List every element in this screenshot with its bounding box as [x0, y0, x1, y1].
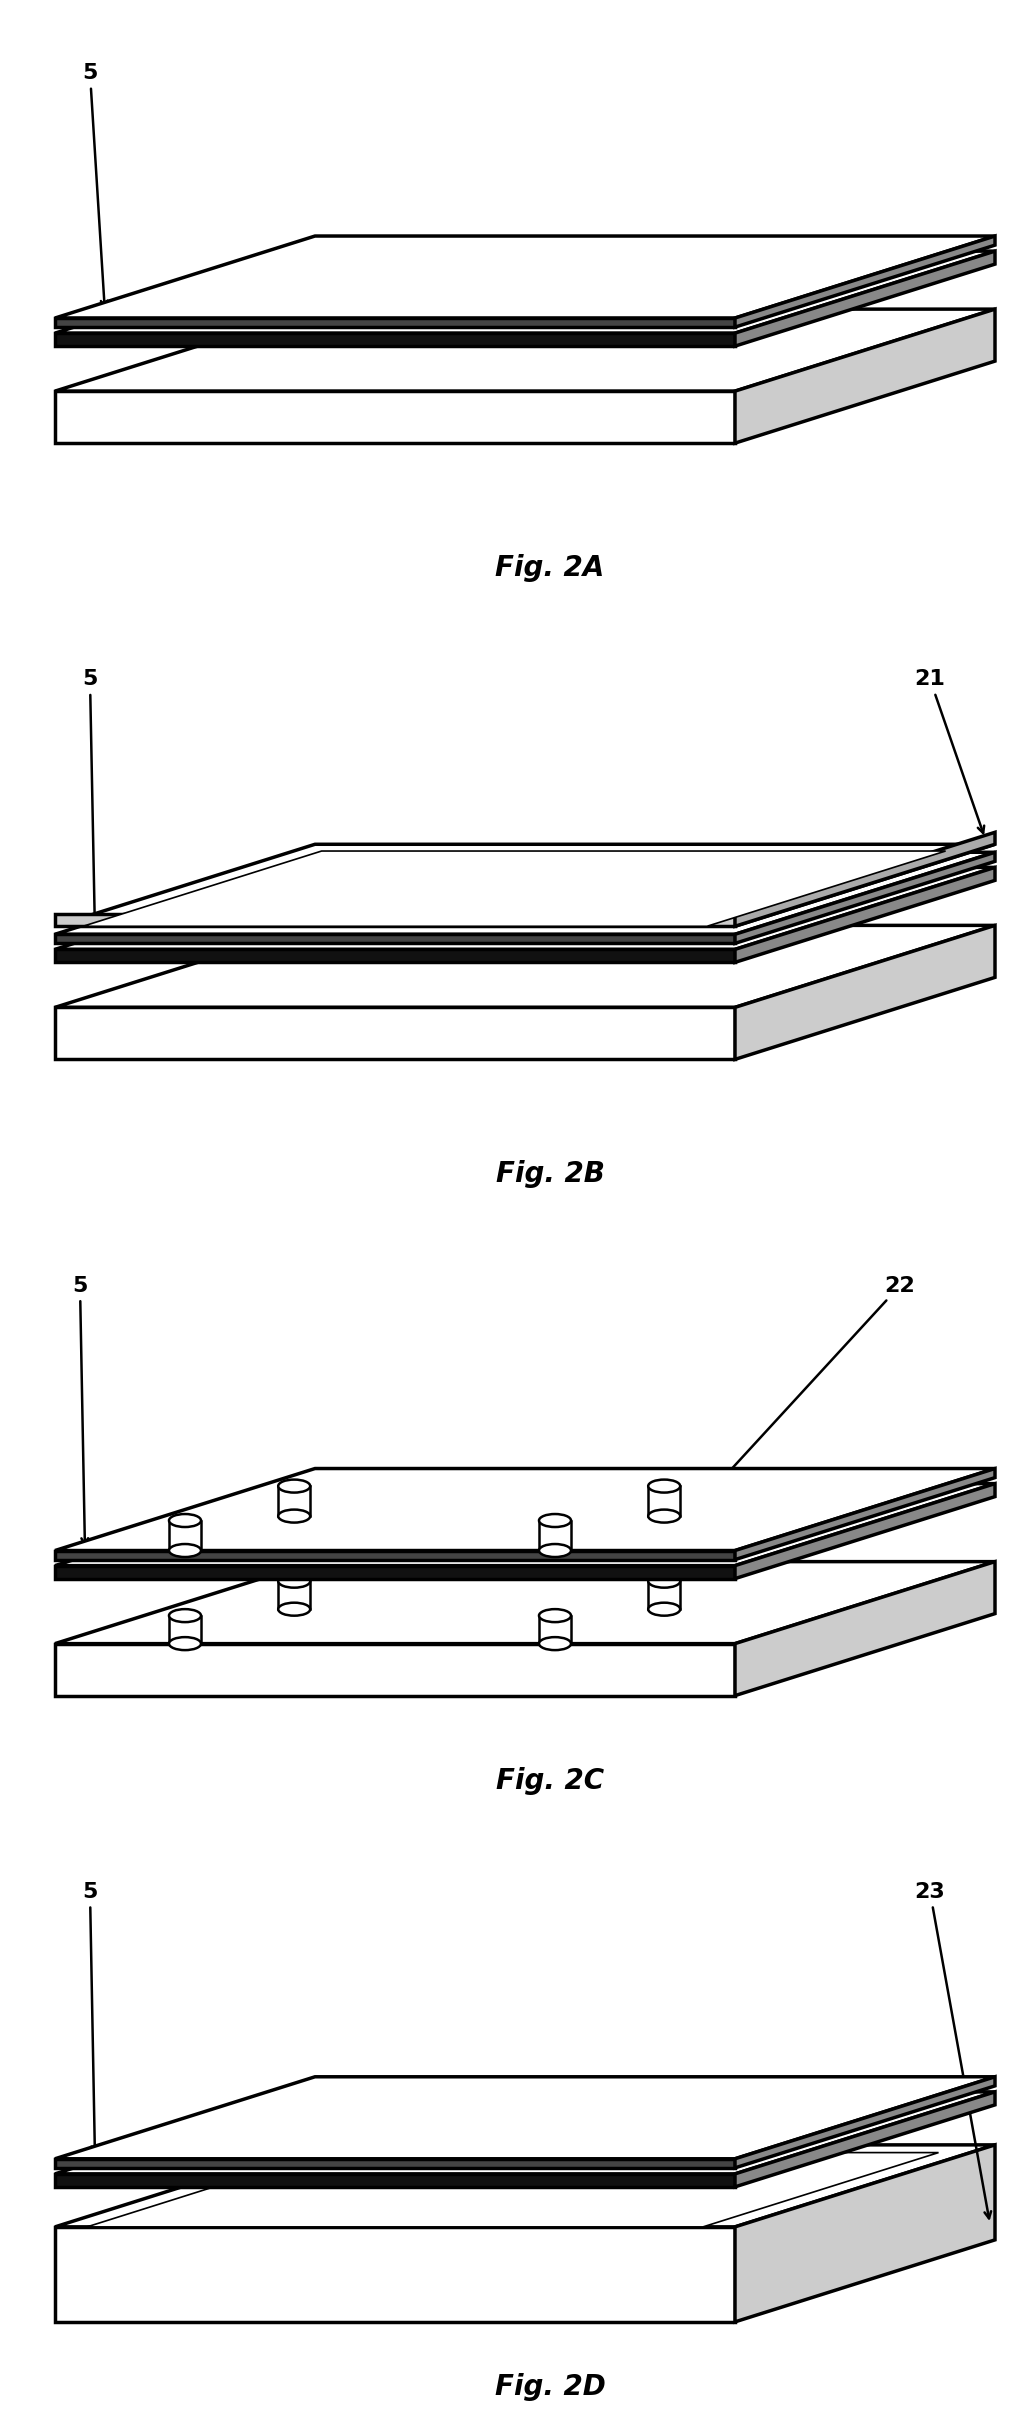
- Ellipse shape: [279, 1479, 310, 1491]
- Polygon shape: [735, 2093, 995, 2187]
- Polygon shape: [55, 1006, 735, 1060]
- Text: 23: 23: [914, 1882, 991, 2219]
- Polygon shape: [55, 235, 995, 318]
- Polygon shape: [169, 1520, 201, 1550]
- Polygon shape: [735, 1484, 995, 1579]
- Polygon shape: [735, 2144, 995, 2321]
- Polygon shape: [735, 308, 995, 444]
- Polygon shape: [648, 1581, 680, 1610]
- Ellipse shape: [539, 1513, 571, 1528]
- Ellipse shape: [279, 1511, 310, 1523]
- Text: 5: 5: [82, 63, 108, 308]
- Text: 5: 5: [82, 669, 98, 929]
- Polygon shape: [55, 851, 995, 934]
- Polygon shape: [55, 2076, 995, 2158]
- Polygon shape: [55, 252, 995, 332]
- Polygon shape: [55, 914, 735, 926]
- Text: Fig. 2A: Fig. 2A: [496, 555, 604, 582]
- Polygon shape: [735, 235, 995, 327]
- Ellipse shape: [279, 1603, 310, 1615]
- Polygon shape: [735, 926, 995, 1060]
- Polygon shape: [648, 1487, 680, 1516]
- Text: 21: 21: [914, 669, 984, 834]
- Polygon shape: [55, 844, 995, 926]
- Polygon shape: [55, 948, 735, 963]
- Polygon shape: [55, 1550, 735, 1559]
- Ellipse shape: [539, 1637, 571, 1649]
- Ellipse shape: [169, 1637, 201, 1649]
- Polygon shape: [55, 868, 995, 948]
- Polygon shape: [55, 1644, 735, 1695]
- Polygon shape: [55, 2226, 735, 2321]
- Polygon shape: [55, 2158, 735, 2168]
- Polygon shape: [55, 926, 995, 1006]
- Polygon shape: [55, 1470, 995, 1550]
- Polygon shape: [735, 832, 995, 926]
- Polygon shape: [539, 1615, 571, 1644]
- Polygon shape: [55, 1484, 995, 1567]
- Polygon shape: [735, 851, 995, 943]
- Polygon shape: [55, 332, 735, 347]
- Polygon shape: [735, 252, 995, 347]
- Polygon shape: [735, 2076, 995, 2168]
- Ellipse shape: [169, 1513, 201, 1528]
- Polygon shape: [55, 318, 735, 327]
- Polygon shape: [735, 1562, 995, 1695]
- Polygon shape: [55, 2093, 995, 2173]
- Polygon shape: [55, 2144, 995, 2226]
- Polygon shape: [55, 1567, 735, 1579]
- Text: Fig. 2D: Fig. 2D: [495, 2374, 605, 2401]
- Polygon shape: [279, 1581, 310, 1610]
- Polygon shape: [55, 308, 995, 390]
- Ellipse shape: [648, 1479, 680, 1491]
- Polygon shape: [87, 2153, 939, 2226]
- Ellipse shape: [648, 1574, 680, 1588]
- Polygon shape: [83, 851, 945, 926]
- Ellipse shape: [169, 1545, 201, 1557]
- Polygon shape: [735, 868, 995, 963]
- Polygon shape: [55, 1562, 995, 1644]
- Polygon shape: [169, 1615, 201, 1644]
- Text: 22: 22: [688, 1276, 915, 1516]
- Polygon shape: [55, 390, 735, 444]
- Text: Fig. 2C: Fig. 2C: [496, 1768, 604, 1794]
- Text: 5: 5: [82, 1882, 98, 2153]
- Polygon shape: [55, 934, 735, 943]
- Polygon shape: [539, 1520, 571, 1550]
- Ellipse shape: [539, 1610, 571, 1622]
- Ellipse shape: [539, 1545, 571, 1557]
- Polygon shape: [735, 1470, 995, 1559]
- Polygon shape: [279, 1487, 310, 1516]
- Ellipse shape: [648, 1603, 680, 1615]
- Polygon shape: [55, 2173, 735, 2187]
- Ellipse shape: [169, 1610, 201, 1622]
- Text: Fig. 2B: Fig. 2B: [496, 1162, 604, 1188]
- Ellipse shape: [648, 1511, 680, 1523]
- Text: 5: 5: [73, 1276, 88, 1545]
- Ellipse shape: [279, 1574, 310, 1588]
